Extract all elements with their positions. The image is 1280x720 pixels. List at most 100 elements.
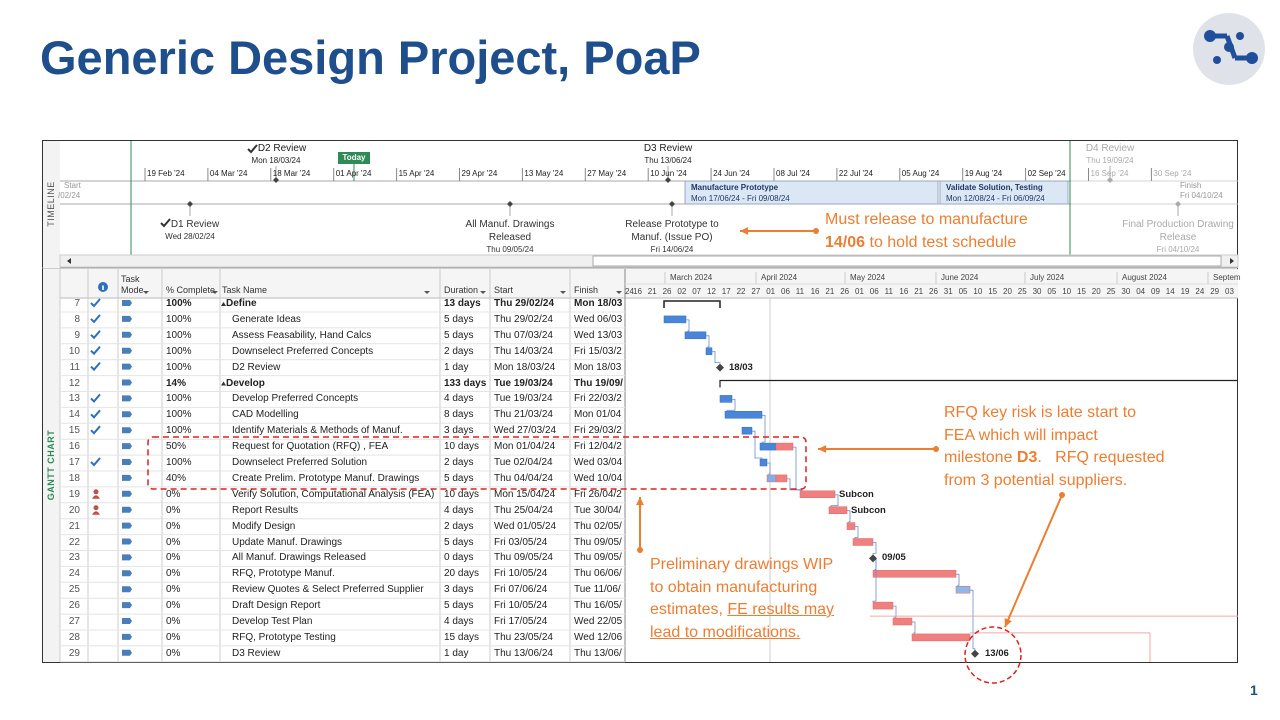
annotation-text: lead to modifications. (650, 623, 801, 641)
gantt-milestone (869, 554, 877, 563)
milestone-name: Final Production Drawing Release (1122, 219, 1234, 243)
start-date: Thu 09/05/24 (494, 552, 553, 564)
check-icon (90, 409, 101, 419)
gantt-label: GANTT CHART (46, 429, 56, 501)
row-id: 8 (74, 313, 80, 325)
percent-complete: 40% (166, 472, 187, 484)
task-name: Create Prelim. Prototype Manuf. Drawings (232, 472, 420, 484)
day-label: 11 (795, 287, 805, 296)
timeline-outside (1071, 141, 1237, 255)
task-mode-icon (122, 379, 132, 386)
header-dropdown (560, 291, 566, 294)
annotation: RFQ key risk is late start to FEA which w… (944, 402, 1165, 492)
task-mode-icon (122, 649, 132, 656)
check-icon (90, 425, 101, 435)
timeline-date: 29 Apr '24 (461, 169, 498, 178)
dependency-link (872, 542, 877, 555)
start-date: Thu 13/06/24 (494, 647, 553, 659)
check-icon (247, 144, 258, 154)
scroll-left (67, 258, 71, 264)
annotation-text: Preliminary drawings WIP (650, 556, 834, 573)
start-date: Mon 15/04/24 (494, 488, 556, 500)
task-name: CAD Modelling (232, 409, 299, 421)
annotation-text: milestone (944, 449, 1017, 466)
month-label: May 2024 (850, 273, 886, 282)
percent-complete: 0% (166, 584, 181, 596)
bar-label: 09/05 (882, 552, 906, 564)
finish-date: Wed 03/04 (574, 457, 623, 468)
gantt-bar (852, 538, 874, 546)
duration: 5 days (444, 313, 474, 325)
timeline-date: 10 Jun '24 (650, 169, 687, 178)
resource-icon (92, 511, 100, 515)
day-label: 05 (1047, 287, 1057, 296)
callout-dot (813, 228, 819, 234)
month-label: June 2024 (941, 273, 979, 282)
timeline-finish-date: Fri 04/10/24 (1180, 191, 1223, 200)
day-label: 21 (914, 287, 924, 296)
today-label: Today (342, 153, 366, 162)
duration: 4 days (444, 504, 474, 516)
finish-date: Thu 13/06/ (574, 647, 622, 659)
percent-complete: 0% (166, 631, 181, 643)
gantt-bar (872, 601, 894, 610)
start-date: Thu 21/03/24 (494, 409, 553, 421)
day-label: 25 (1017, 287, 1027, 296)
gantt-bar (741, 426, 753, 435)
milestone-name: Release Prototype to Manuf. (Issue PO) (625, 219, 719, 243)
header-dropdown (212, 291, 218, 294)
task-name: Report Results (232, 504, 299, 516)
percent-complete: 0% (166, 600, 181, 612)
start-date: Fri 10/05/24 (494, 568, 548, 580)
percent-complete: 100% (166, 409, 192, 421)
finish-date: Fri 29/03/2 (574, 425, 622, 437)
row-id: 10 (68, 345, 80, 357)
day-label: 16 (633, 287, 642, 296)
duration: 15 days (444, 631, 480, 643)
annotation-line: Must release to manufacture (825, 209, 1028, 232)
timeline-milestone (665, 177, 671, 183)
dependency-link (970, 589, 976, 650)
column-header: Task Name (222, 285, 268, 295)
duration: 0 days (444, 552, 474, 564)
annotation-line: lead to modifications. (650, 622, 834, 645)
day-label: 09 (1151, 287, 1160, 296)
timeline-date: 15 Apr '24 (398, 169, 435, 178)
timeline-date: 18 Mar '24 (272, 169, 311, 178)
dependency-link (752, 430, 763, 459)
finish-date: Thu 16/05/ (574, 600, 622, 612)
row-id: 23 (68, 552, 80, 564)
duration: 3 days (444, 584, 474, 596)
duration: 4 days (444, 616, 474, 627)
start-date: Fri 03/05/24 (494, 536, 548, 548)
percent-complete: 100% (166, 361, 192, 373)
timeline-start-date: /02/24 (58, 191, 81, 200)
arrow-head (740, 227, 749, 235)
task-name: Update Manuf. Drawings (232, 536, 343, 548)
task-name: RFQ, Prototype Manuf. (232, 568, 335, 580)
risk-highlight (147, 436, 807, 490)
percent-complete: 50% (166, 441, 187, 453)
duration: 2 days (444, 457, 474, 468)
page-number: 1 (1250, 682, 1258, 698)
annotation-line: from 3 potential suppliers. (944, 470, 1165, 493)
timeline-date: 08 Jul '24 (776, 169, 810, 178)
milestone-date: Thu 19/09/24 (1086, 156, 1134, 165)
milestone-name: D1 Review (170, 219, 220, 230)
task-mode-icon (122, 395, 132, 402)
task-mode-icon (122, 633, 132, 640)
header-dropdown (424, 291, 430, 294)
column-header: Finish (574, 285, 599, 295)
row-id: 27 (68, 616, 80, 627)
duration: 5 days (444, 600, 474, 612)
column-header: Task Mode (121, 274, 144, 295)
milestone-name: D3 Review (643, 143, 693, 154)
milestone-date: Mon 18/03/24 (251, 156, 301, 165)
timeline-label: TIMELINE (46, 181, 56, 227)
screenshot-frame (42, 140, 1238, 663)
task-name: RFQ, Prototype Testing (232, 631, 336, 643)
milestone-date: Fri 14/06/24 (650, 245, 694, 254)
start-date: Wed 01/05/24 (494, 520, 557, 532)
row-id: 7 (74, 298, 80, 309)
